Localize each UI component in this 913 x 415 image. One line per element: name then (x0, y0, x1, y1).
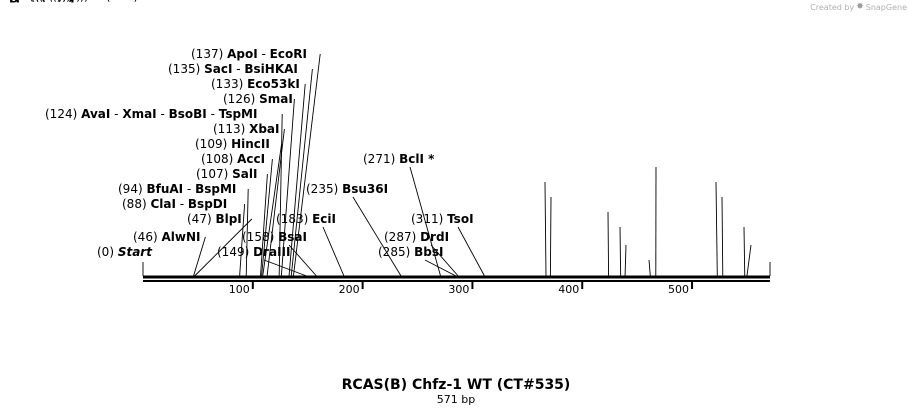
ruler-tick-label: 300 (448, 283, 469, 296)
feature-label-ecii: (183) EciI (276, 212, 336, 226)
feature-label-draiii: (149) DraIII (217, 245, 290, 259)
feature-label-avai: (124) AvaI - XmaI - BsoBI - TspMI (45, 107, 257, 121)
feature-label-alwni: (46) AlwNI (133, 230, 200, 244)
leader-bseyi (545, 182, 546, 276)
feature-label-sali: (107) SalI (196, 167, 257, 181)
feature-labels: (0) Start(46) AlwNI (47) BlpI(88) ClaI - … (0, 0, 474, 259)
feature-label-bcli: (271) BclI * (363, 152, 435, 166)
feature-label-bbsi: (285) BbsI (378, 245, 443, 259)
feature-label-drdi: (287) DrdI (384, 230, 449, 244)
leader-eari (722, 197, 723, 276)
ruler-tick-label: 500 (668, 283, 689, 296)
feature-label-start: (0) Start (97, 245, 153, 259)
feature-label-tsoi: (311) TsoI (411, 212, 474, 226)
leader-bsawi (716, 182, 717, 276)
sequence-map: 100 200 300 400 500 (0) Start(46) AlwNI (47) … (0, 0, 913, 415)
ruler-tick-label: 200 (339, 283, 360, 296)
sequence-backbone (143, 277, 770, 281)
leader-tsoi (458, 227, 485, 276)
feature-label-saci: (135) SacI - BsiHKAI (168, 62, 298, 76)
feature-label-clai: (88) ClaI - BspDI (122, 197, 227, 211)
feature-label-bsai: (158) BsaI (242, 230, 307, 244)
leader-ngomiv (744, 227, 745, 276)
feature-label-xbai: (113) XbaI (213, 122, 280, 136)
map-length-label: 571 bp (437, 393, 475, 406)
leader-ecii (323, 227, 344, 276)
leader-pspfi (550, 197, 551, 276)
leader-draiii (264, 260, 307, 276)
feature-label-apoi: (137) ApoI - EcoRI (191, 47, 307, 61)
feature-label-eco53ki: (133) Eco53kI (211, 77, 300, 91)
leader-bsabi (649, 260, 650, 276)
leader-bsrdi (608, 212, 609, 276)
feature-label-bsu36i: (235) Bsu36I (306, 182, 388, 196)
feature-label-acci: (108) AccI (201, 152, 265, 166)
map-title: RCAS(B) Chfz-1 WT (CT#535) (342, 377, 571, 393)
ruler-tick-label: 100 (229, 283, 250, 296)
leader-acc65i (620, 227, 621, 276)
feature-label-end: End (571) (0, 0, 61, 3)
feature-label-blpi: (47) BlpI (187, 212, 242, 226)
leader-naei (747, 245, 751, 276)
ruler-ticks: 100 200 300 400 500 (229, 282, 692, 296)
feature-label-bfuai: (94) BfuAI - BspMI (118, 182, 236, 196)
feature-label-smai: (126) SmaI (223, 92, 293, 106)
feature-label-hincii: (109) HincII (195, 137, 270, 151)
ruler-tick-label: 400 (558, 283, 579, 296)
leader-kpni (625, 245, 626, 276)
